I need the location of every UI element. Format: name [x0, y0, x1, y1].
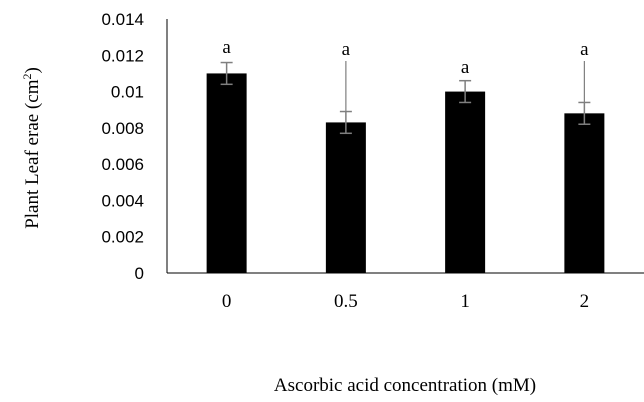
y-tick-label: 0.01 [111, 83, 144, 102]
y-axis-label: Plant Leaf erae (cm2) [20, 67, 43, 229]
y-tick-label: 0.006 [101, 155, 144, 174]
significance-labels-group: a aaa [222, 37, 589, 112]
x-axis-ticks: 0 0.5 1 2 [222, 291, 589, 312]
x-tick-label: 1 [460, 291, 470, 312]
x-tick-label: 2 [580, 291, 590, 312]
significance-label-1: a [342, 39, 351, 60]
bar-2 [445, 91, 486, 273]
y-axis-label-superscript: 2 [20, 74, 34, 80]
bars-group [206, 73, 605, 274]
x-tick-label: 0 [222, 291, 232, 312]
x-tick-label: 0.5 [334, 291, 358, 312]
y-tick-label: 0.008 [101, 119, 144, 138]
bar-0 [206, 73, 247, 273]
y-tick-label: 0 [135, 264, 144, 283]
y-axis-ticks: 0 0.002 0.004 0.006 0.008 0.01 0.012 0.014 [101, 10, 144, 283]
y-axis-label-main: Plant Leaf erae (cm [22, 79, 43, 228]
y-tick-label: 0.012 [101, 46, 144, 65]
x-axis-label: Ascorbic acid concentration (mM) [274, 375, 536, 396]
significance-label-3: a [580, 39, 589, 60]
bar-3 [564, 113, 605, 273]
y-tick-label: 0.004 [101, 191, 144, 210]
significance-label-0: a [222, 37, 231, 58]
error-bars-group [220, 61, 591, 135]
bar-1 [325, 122, 366, 274]
y-tick-label: 0.014 [101, 10, 144, 29]
significance-label-2: a [461, 57, 470, 78]
y-tick-label: 0.002 [101, 228, 144, 247]
y-axis-label-end: ) [22, 67, 43, 73]
